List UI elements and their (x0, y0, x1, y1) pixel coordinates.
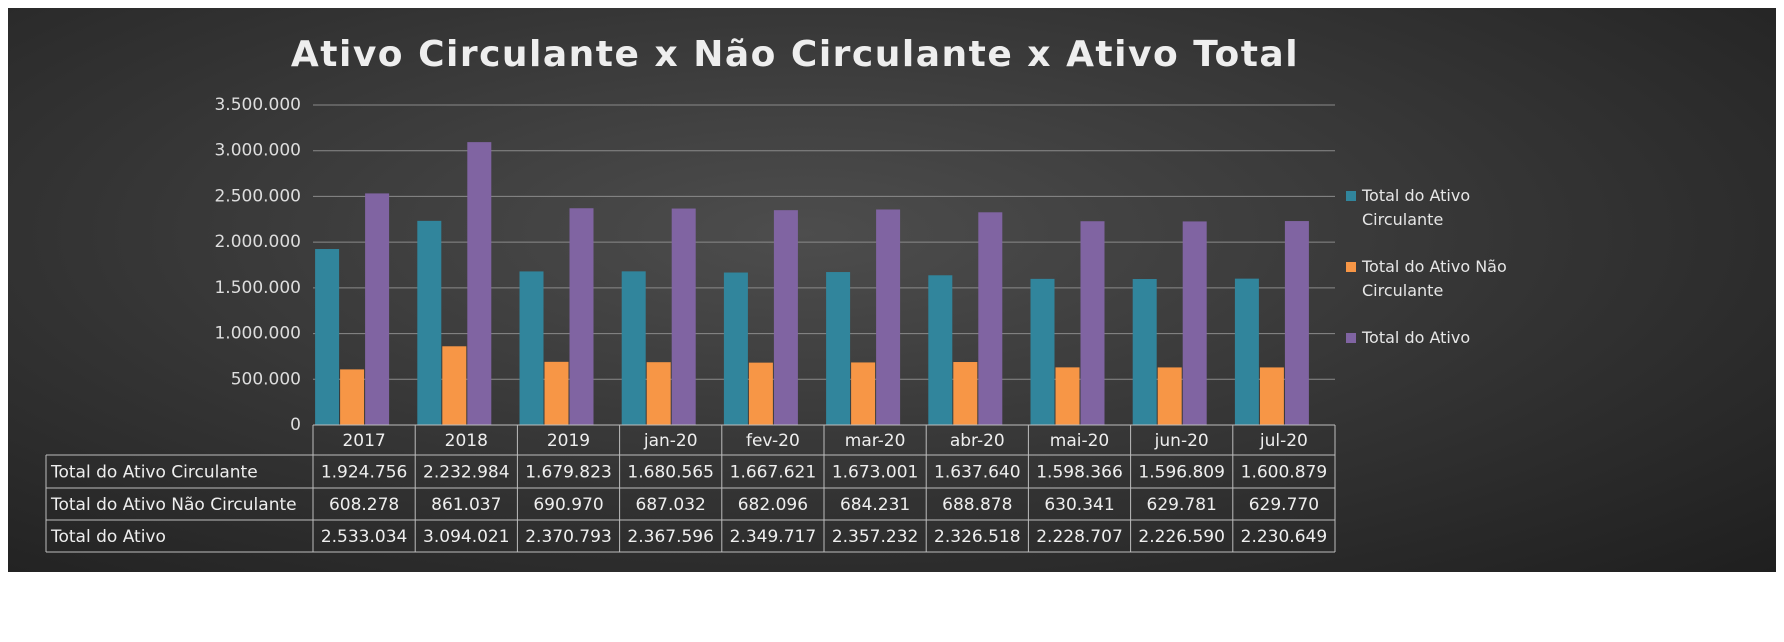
x-tick-label: jun-20 (1154, 431, 1209, 451)
x-tick-label: 2018 (445, 431, 488, 451)
x-tick-label: 2017 (342, 431, 385, 451)
bar (467, 142, 492, 425)
bar (1182, 221, 1207, 425)
bar (671, 208, 696, 425)
x-tick-label: 2019 (547, 431, 590, 451)
bar (1132, 279, 1157, 425)
bar (978, 212, 1003, 425)
table-value: 2.349.717 (730, 527, 817, 547)
bar (621, 271, 646, 425)
table-value: 608.278 (329, 495, 399, 515)
bar (569, 208, 594, 425)
legend-label: Total do Ativo (1362, 328, 1471, 347)
bar (417, 220, 442, 425)
bar (544, 361, 569, 425)
table-value: 2.370.793 (525, 527, 612, 547)
bar (646, 362, 671, 425)
table-value: 684.231 (840, 495, 910, 515)
x-tick-label: jul-20 (1259, 431, 1308, 451)
table-value: 1.600.879 (1241, 463, 1328, 483)
table-value: 682.096 (738, 495, 808, 515)
table-value: 688.878 (942, 495, 1012, 515)
y-tick-label: 0 (290, 415, 301, 435)
x-tick-label: fev-20 (746, 431, 800, 451)
bar (1234, 278, 1259, 425)
table-value: 629.781 (1147, 495, 1217, 515)
table-row-label: Total do Ativo (50, 527, 166, 547)
bar (315, 249, 340, 425)
x-tick-label: jan-20 (643, 431, 698, 451)
bar (851, 362, 876, 425)
bar (365, 193, 390, 425)
table-value: 861.037 (431, 495, 501, 515)
table-value: 1.924.756 (321, 463, 408, 483)
table-value: 2.357.232 (832, 527, 919, 547)
table-value: 3.094.021 (423, 527, 510, 547)
y-tick-label: 3.000.000 (214, 141, 301, 161)
y-tick-label: 1.000.000 (214, 324, 301, 344)
x-tick-label: mai-20 (1050, 431, 1109, 451)
table-value: 1.673.001 (832, 463, 919, 483)
legend-label: Total do Ativo Circulante (1362, 186, 1471, 229)
table-value: 2.228.707 (1036, 527, 1123, 547)
table-value: 1.637.640 (934, 463, 1021, 483)
y-tick-label: 1.500.000 (214, 278, 301, 298)
legend-entry: Total do Ativo Circulante (1346, 184, 1552, 232)
bar (953, 362, 978, 425)
table-value: 690.970 (533, 495, 603, 515)
table-value: 2.326.518 (934, 527, 1021, 547)
table-value: 2.232.984 (423, 463, 510, 483)
y-tick-label: 2.000.000 (214, 232, 301, 252)
table-value: 629.770 (1249, 495, 1319, 515)
bar (519, 271, 544, 425)
bar (723, 272, 748, 425)
bar (876, 209, 901, 425)
legend-swatch (1346, 333, 1356, 343)
table-value: 1.679.823 (525, 463, 612, 483)
y-tick-label: 500.000 (231, 369, 301, 389)
table-value: 2.367.596 (627, 527, 714, 547)
table-value: 630.341 (1044, 495, 1114, 515)
table-value: 1.596.809 (1138, 463, 1225, 483)
legend-swatch (1346, 191, 1356, 201)
bar (748, 362, 773, 425)
table-value: 1.598.366 (1036, 463, 1123, 483)
bar (442, 346, 467, 425)
bar (1284, 221, 1309, 425)
table-value: 687.032 (636, 495, 706, 515)
table-row-label: Total do Ativo Circulante (50, 463, 258, 483)
legend-swatch (1346, 262, 1356, 272)
table-value: 2.230.649 (1241, 527, 1328, 547)
table-value: 2.226.590 (1138, 527, 1225, 547)
bar (1259, 367, 1284, 425)
bar (773, 210, 798, 425)
bar (1030, 278, 1055, 425)
chart-title: Ativo Circulante x Não Circulante x Ativ… (291, 34, 1299, 75)
bar (1157, 367, 1182, 425)
x-tick-label: abr-20 (950, 431, 1005, 451)
bar (1055, 367, 1080, 425)
bar (826, 272, 851, 425)
y-tick-label: 2.500.000 (214, 186, 301, 206)
table-row-label: Total do Ativo Não Circulante (50, 495, 297, 515)
table-value: 1.680.565 (627, 463, 714, 483)
bar (928, 275, 953, 425)
x-tick-label: mar-20 (845, 431, 906, 451)
table-value: 2.533.034 (321, 527, 408, 547)
bar (1080, 221, 1105, 425)
y-tick-label: 3.500.000 (214, 95, 301, 115)
bar (340, 369, 365, 425)
table-value: 1.667.621 (730, 463, 817, 483)
legend-label: Total do Ativo Não Circulante (1362, 257, 1507, 300)
legend-entry: Total do Ativo (1346, 326, 1552, 350)
legend-entry: Total do Ativo Não Circulante (1346, 255, 1552, 303)
